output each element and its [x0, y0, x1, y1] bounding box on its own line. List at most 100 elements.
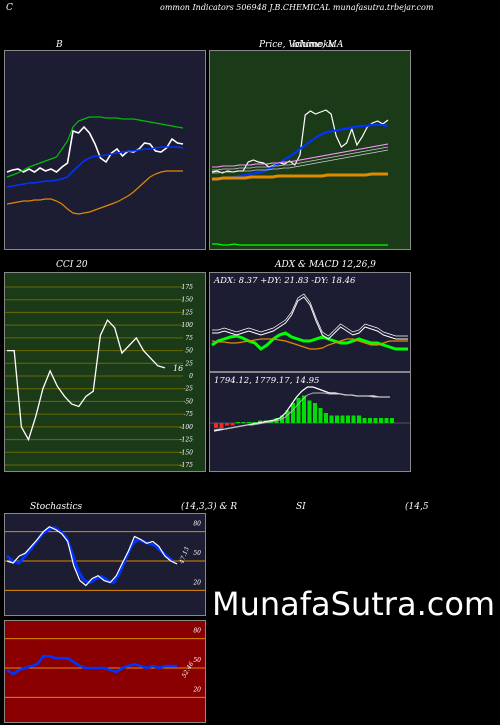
macd-svg — [210, 386, 410, 432]
cci-tick-label: 125 — [182, 309, 194, 316]
adx-series-0 — [211, 331, 408, 351]
adx-panel: ADX: 8.37 +DY: 21.83 -DY: 18.46 — [209, 272, 411, 372]
cci-panel: 175 150 125 100 75 50 25 0 -25 -50 -75 -100 -125 -150… — [4, 272, 206, 472]
macd-hist-bar — [357, 415, 361, 423]
macd-readout: 1794.12, 1779.17, 14.95 — [214, 376, 320, 386]
header-title: ommon Indicators 506948 J.B.CHEMICAL mun… — [160, 3, 434, 12]
macd-hist-bar — [318, 408, 323, 423]
cci-tick-label: -50 — [183, 398, 193, 405]
stochastics-svg: 80 50 20 47.13 — [5, 521, 205, 591]
stoch-d-line — [6, 526, 174, 585]
cci-tick-label: 150 — [182, 297, 194, 304]
rsi-tick-label: 50 — [193, 657, 201, 664]
rsi-svg: 80 50 20 52.46 — [5, 628, 205, 698]
rsi-tick-label: 20 — [192, 686, 201, 693]
rsi-tick-label: 80 — [193, 628, 201, 635]
ribbon-line-2 — [212, 149, 389, 174]
price-series-4 — [212, 243, 388, 246]
cci-tick-label: -75 — [183, 411, 193, 418]
stoch-tick-label: 80 — [193, 521, 201, 528]
macd-hist-bar — [373, 418, 378, 423]
watermark: MunafaSutra.com — [212, 585, 496, 623]
rsi-line — [6, 654, 177, 676]
bollinger-series-2 — [6, 116, 184, 178]
cci-tick-label: -175 — [180, 462, 194, 469]
macd-hist-bar — [313, 403, 317, 423]
macd-hist-bar — [285, 410, 290, 423]
ichimoku-title: Ichimoku — [292, 40, 335, 50]
adx-series-1 — [211, 338, 408, 350]
bollinger-series-3 — [6, 170, 183, 215]
macd-hist-bar — [346, 415, 350, 423]
macd-hist-bar — [329, 415, 334, 423]
macd-panel: 1794.12, 1779.17, 14.95 — [209, 372, 411, 472]
cci-tick-label: -125 — [180, 437, 194, 444]
cci-last-value: 16 — [173, 364, 183, 373]
bollinger-panel — [4, 50, 206, 250]
cci-tick-label: -100 — [180, 424, 194, 431]
macd-hist-bar — [230, 423, 235, 426]
ribbon-line-0 — [212, 143, 389, 168]
adx-series-shadow — [212, 293, 408, 337]
cci-tick-label: 175 — [182, 284, 194, 291]
stoch-last-value: 47.13 — [178, 546, 191, 566]
cci-tick-label: 50 — [185, 348, 193, 355]
price-series-0 — [211, 109, 389, 174]
rsi-params: (14,5 — [405, 502, 429, 512]
macd-hist-bar — [390, 418, 394, 423]
macd-hist-bar — [241, 422, 246, 423]
cci-tick-label: -150 — [180, 449, 194, 456]
cci-svg: 175 150 125 100 75 50 25 0 -25 -50 -75 -100 -125 -150… — [5, 284, 194, 469]
adx-svg — [211, 293, 408, 351]
header-left: C — [6, 3, 13, 13]
macd-hist-bar — [225, 423, 229, 426]
rsi-panel: 80 50 20 52.46 — [4, 620, 206, 723]
macd-hist-bar — [252, 422, 257, 423]
macd-hist-bar — [302, 395, 306, 423]
stochastics-params: (14,3,3) & R — [181, 502, 238, 512]
cci-tick-label: 0 — [189, 373, 193, 380]
cci-line — [7, 318, 166, 442]
macd-hist-bar — [335, 415, 339, 423]
bollinger-title: B — [56, 40, 63, 50]
macd-hist-bar — [296, 398, 301, 423]
macd-hist-bar — [291, 403, 295, 423]
price-series-3 — [212, 172, 388, 181]
price-ma-title: Price, Volume, MA — [259, 40, 344, 50]
cci-tick-label: 100 — [182, 322, 194, 329]
price-ma-panel — [209, 50, 411, 250]
stochastics-panel: 80 50 20 47.13 — [4, 513, 206, 616]
macd-hist-bar — [351, 415, 356, 423]
ribbon-line-1 — [212, 146, 389, 171]
macd-hist-bar — [247, 422, 251, 423]
macd-hist-bar — [340, 415, 345, 423]
macd-hist-bar — [258, 420, 262, 423]
macd-hist-bar — [379, 418, 383, 423]
price-ma-svg — [211, 109, 389, 246]
macd-hist-bar — [324, 413, 328, 423]
stoch-tick-label: 20 — [192, 579, 201, 586]
macd-hist-bar — [362, 418, 367, 423]
macd-hist-bar — [236, 422, 240, 423]
stoch-tick-label: 50 — [193, 550, 201, 557]
macd-signal-line — [213, 392, 390, 431]
stochastics-title: Stochastics — [30, 502, 83, 512]
cci-tick-label: -25 — [183, 386, 193, 393]
cci-title: CCI 20 — [56, 260, 88, 270]
adx-readout: ADX: 8.37 +DY: 21.83 -DY: 18.46 — [214, 276, 356, 286]
macd-hist-bar — [219, 423, 224, 428]
adx-macd-title: ADX & MACD 12,26,9 — [275, 260, 376, 270]
macd-hist-bar — [214, 423, 218, 428]
price-series-1 — [211, 123, 389, 182]
macd-hist-bar — [368, 418, 372, 423]
stoch-k-line — [6, 525, 178, 587]
macd-hist-bar — [307, 400, 312, 423]
adx-series-2 — [212, 296, 408, 340]
bollinger-series-1 — [6, 146, 184, 188]
rsi-last-value: 52.46 — [181, 661, 196, 680]
rsi-title: SI — [296, 502, 306, 512]
bollinger-svg — [6, 116, 184, 215]
cci-tick-label: 25 — [184, 360, 193, 367]
cci-tick-label: 75 — [185, 335, 193, 342]
macd-hist-bar — [384, 418, 389, 423]
